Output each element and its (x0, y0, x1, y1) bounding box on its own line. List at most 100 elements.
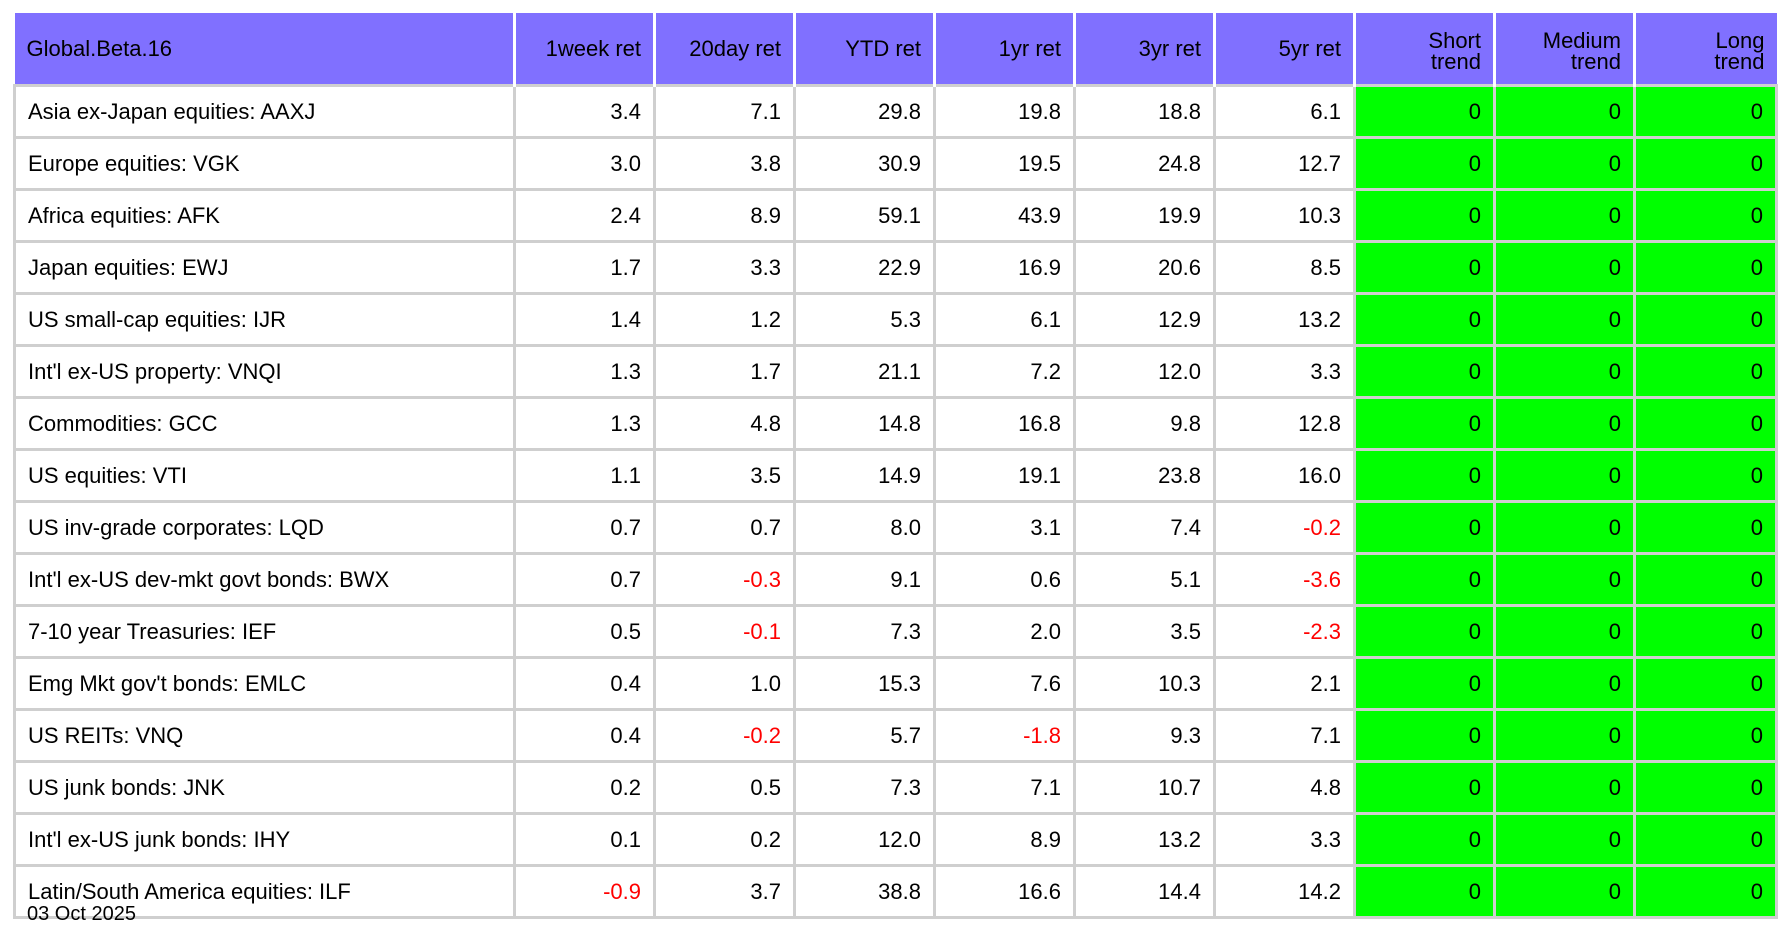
medium-trend-cell: 0 (1493, 708, 1636, 763)
return-20day: 1.2 (653, 292, 796, 347)
return-5yr: 16.0 (1213, 448, 1356, 503)
return-20day: 3.3 (653, 240, 796, 295)
return-1yr: 19.8 (933, 84, 1076, 139)
return-5yr: 12.7 (1213, 136, 1356, 191)
return-ytd: 7.3 (793, 760, 936, 815)
column-header-line: trend (1714, 48, 1765, 74)
return-1week: 1.3 (513, 344, 656, 399)
return-20day: 0.7 (653, 500, 796, 555)
medium-trend-cell: 0 (1493, 500, 1636, 555)
short-trend-cell: 0 (1353, 344, 1496, 399)
asset-name: Latin/South America equities: ILF (13, 864, 516, 919)
short-trend-cell: 0 (1353, 500, 1496, 555)
table-row: Latin/South America equities: ILF -0.9 3… (13, 864, 1778, 919)
return-ytd: 38.8 (793, 864, 936, 919)
return-5yr: -0.2 (1213, 500, 1356, 555)
return-5yr: 2.1 (1213, 656, 1356, 711)
asset-name: US inv-grade corporates: LQD (13, 500, 516, 555)
long-trend-cell: 0 (1633, 396, 1778, 451)
return-5yr: 13.2 (1213, 292, 1356, 347)
table-row: US equities: VTI 1.1 3.5 14.9 19.1 23.8 … (13, 448, 1778, 503)
table-row: Int'l ex-US junk bonds: IHY 0.1 0.2 12.0… (13, 812, 1778, 867)
column-header-line: Long (1715, 27, 1765, 53)
column-header-line: Short (1428, 27, 1481, 53)
return-1week: 1.4 (513, 292, 656, 347)
table-row: US junk bonds: JNK 0.2 0.5 7.3 7.1 10.7 … (13, 760, 1778, 815)
header-row: Global.Beta.16 1week ret 20day ret YTD r… (14, 13, 1777, 87)
return-1yr: 16.9 (933, 240, 1076, 295)
return-ytd: 5.7 (793, 708, 936, 763)
return-1week: 3.4 (513, 84, 656, 139)
return-20day: 1.0 (653, 656, 796, 711)
asset-name: Int'l ex-US dev-mkt govt bonds: BWX (13, 552, 516, 607)
column-header-medium-trend: Medium trend (1493, 13, 1635, 87)
long-trend-cell: 0 (1633, 344, 1778, 399)
long-trend-cell: 0 (1633, 136, 1778, 191)
return-3yr: 9.8 (1073, 396, 1216, 451)
return-3yr: 18.8 (1073, 84, 1216, 139)
column-header-long-trend: Long trend (1633, 13, 1777, 87)
return-5yr: 7.1 (1213, 708, 1356, 763)
short-trend-cell: 0 (1353, 552, 1496, 607)
medium-trend-cell: 0 (1493, 656, 1636, 711)
short-trend-cell: 0 (1353, 708, 1496, 763)
return-3yr: 12.9 (1073, 292, 1216, 347)
return-5yr: 4.8 (1213, 760, 1356, 815)
return-3yr: 13.2 (1073, 812, 1216, 867)
return-1week: 0.2 (513, 760, 656, 815)
return-ytd: 29.8 (793, 84, 936, 139)
return-1yr: 19.5 (933, 136, 1076, 191)
medium-trend-cell: 0 (1493, 188, 1636, 243)
asset-name: Commodities: GCC (13, 396, 516, 451)
table-row: Int'l ex-US property: VNQI 1.3 1.7 21.1 … (13, 344, 1778, 399)
asset-name: US equities: VTI (13, 448, 516, 503)
return-1yr: 43.9 (933, 188, 1076, 243)
report-date: 03 Oct 2025 (27, 903, 136, 925)
table-row: Int'l ex-US dev-mkt govt bonds: BWX 0.7 … (13, 552, 1778, 607)
return-20day: -0.2 (653, 708, 796, 763)
medium-trend-cell: 0 (1493, 396, 1636, 451)
table-row: US inv-grade corporates: LQD 0.7 0.7 8.0… (13, 500, 1778, 555)
return-3yr: 9.3 (1073, 708, 1216, 763)
column-header-20day: 20day ret (653, 13, 795, 87)
return-1yr: 8.9 (933, 812, 1076, 867)
return-ytd: 15.3 (793, 656, 936, 711)
return-1yr: 7.2 (933, 344, 1076, 399)
return-3yr: 5.1 (1073, 552, 1216, 607)
return-3yr: 23.8 (1073, 448, 1216, 503)
table-row: Japan equities: EWJ 1.7 3.3 22.9 16.9 20… (13, 240, 1778, 295)
medium-trend-cell: 0 (1493, 760, 1636, 815)
return-20day: 4.8 (653, 396, 796, 451)
return-3yr: 7.4 (1073, 500, 1216, 555)
asset-name: Africa equities: AFK (13, 188, 516, 243)
return-3yr: 19.9 (1073, 188, 1216, 243)
return-ytd: 5.3 (793, 292, 936, 347)
return-1week: 0.4 (513, 656, 656, 711)
return-5yr: -2.3 (1213, 604, 1356, 659)
long-trend-cell: 0 (1633, 864, 1778, 919)
short-trend-cell: 0 (1353, 292, 1496, 347)
return-1yr: 6.1 (933, 292, 1076, 347)
return-20day: -0.3 (653, 552, 796, 607)
short-trend-cell: 0 (1353, 760, 1496, 815)
return-1week: 1.7 (513, 240, 656, 295)
return-ytd: 21.1 (793, 344, 936, 399)
short-trend-cell: 0 (1353, 84, 1496, 139)
medium-trend-cell: 0 (1493, 604, 1636, 659)
column-header-1yr: 1yr ret (933, 13, 1075, 87)
short-trend-cell: 0 (1353, 812, 1496, 867)
long-trend-cell: 0 (1633, 448, 1778, 503)
long-trend-cell: 0 (1633, 656, 1778, 711)
table-row: US REITs: VNQ 0.4 -0.2 5.7 -1.8 9.3 7.1 … (13, 708, 1778, 763)
return-1week: 1.1 (513, 448, 656, 503)
asset-name: Japan equities: EWJ (13, 240, 516, 295)
medium-trend-cell: 0 (1493, 864, 1636, 919)
short-trend-cell: 0 (1353, 864, 1496, 919)
medium-trend-cell: 0 (1493, 292, 1636, 347)
medium-trend-cell: 0 (1493, 552, 1636, 607)
return-5yr: 12.8 (1213, 396, 1356, 451)
table-body: Asia ex-Japan equities: AAXJ 3.4 7.1 29.… (13, 84, 1778, 919)
medium-trend-cell: 0 (1493, 812, 1636, 867)
return-1yr: -1.8 (933, 708, 1076, 763)
return-20day: 1.7 (653, 344, 796, 399)
